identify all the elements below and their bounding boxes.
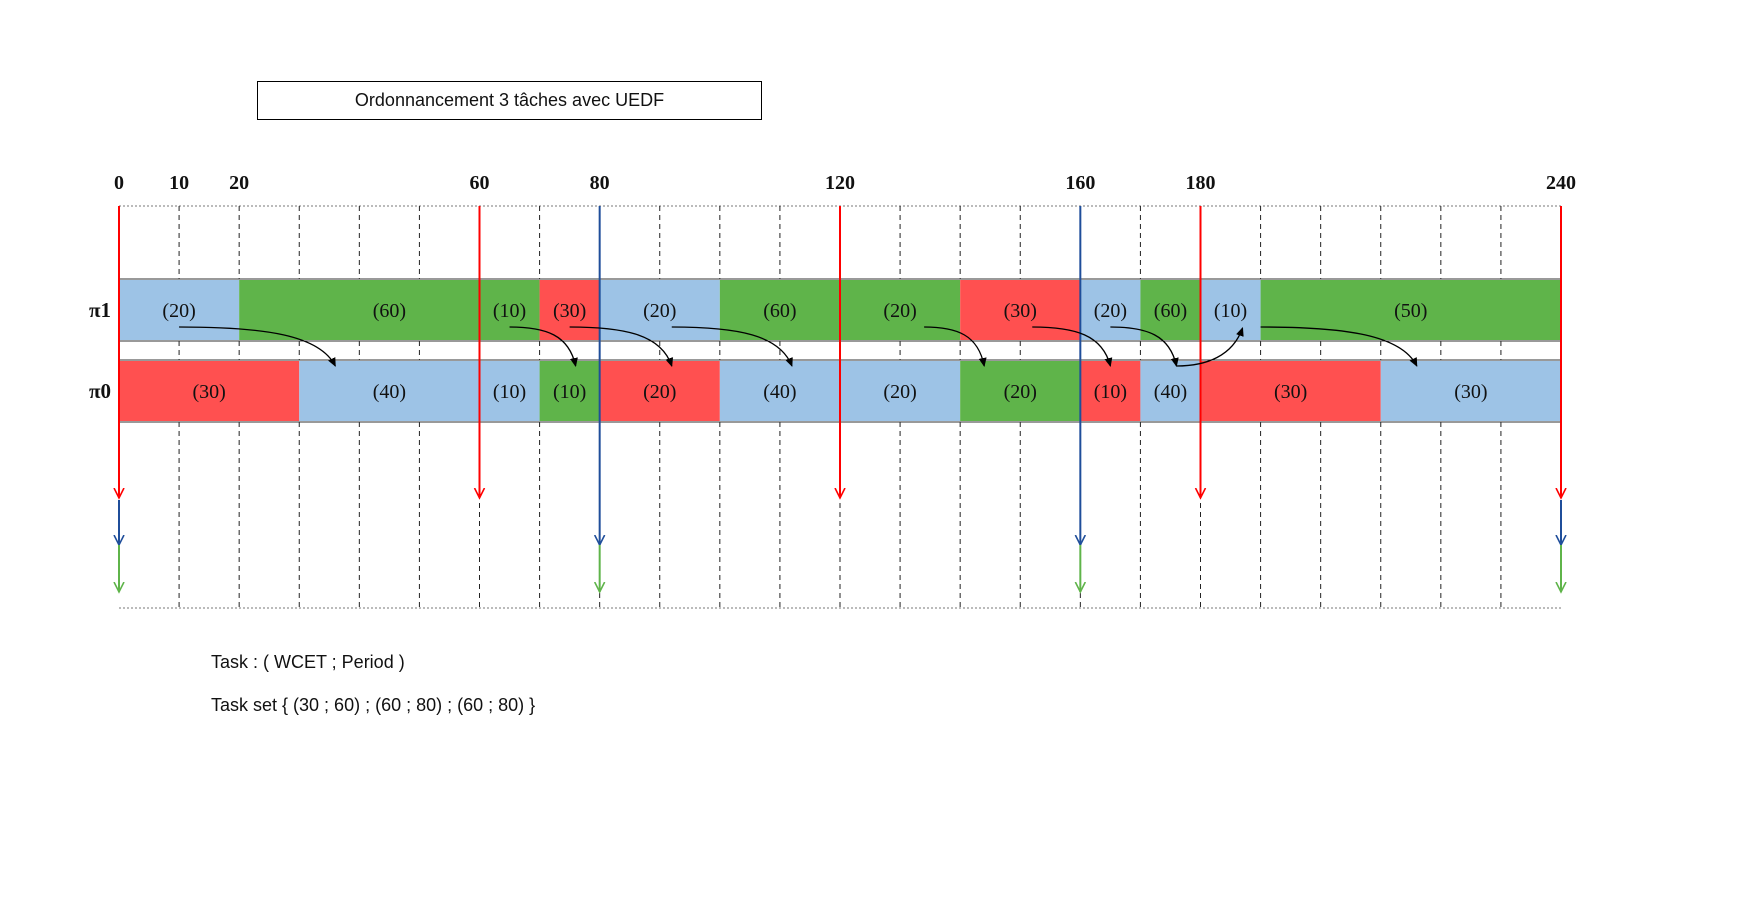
segment-label: (10) <box>1094 381 1127 403</box>
migration-arrow <box>924 326 987 367</box>
segment-label: (20) <box>643 300 676 322</box>
segment-label: (40) <box>1154 381 1187 403</box>
segment-label: (50) <box>1394 300 1427 322</box>
task-segment <box>1200 361 1381 421</box>
segment-label: (30) <box>1274 381 1307 403</box>
segment-label: (10) <box>553 381 586 403</box>
segment-label: (40) <box>763 381 796 403</box>
processor-label: π1 <box>89 298 111 322</box>
time-tick-label: 60 <box>470 172 490 194</box>
migration-arrow <box>671 326 793 367</box>
task-segment <box>479 280 540 340</box>
task-segment <box>719 280 840 340</box>
segment-label: (20) <box>1094 300 1127 322</box>
segment-label: (40) <box>373 381 406 403</box>
time-tick-label: 160 <box>1065 172 1095 194</box>
task-segment <box>539 280 600 340</box>
migration-arrow <box>569 326 674 367</box>
segment-label: (60) <box>373 300 406 322</box>
time-tick-label: 80 <box>590 172 610 194</box>
segment-label: (10) <box>493 381 526 403</box>
processor-label: π0 <box>89 379 111 403</box>
migration-arrow <box>1032 326 1113 367</box>
segment-label: (10) <box>493 300 526 322</box>
task-segment <box>299 361 480 421</box>
task-segment <box>719 361 840 421</box>
segment-label: (20) <box>162 300 195 322</box>
segment-label: (20) <box>883 300 916 322</box>
task-segment <box>539 361 600 421</box>
task-segment <box>1380 361 1561 421</box>
time-tick-label: 240 <box>1546 172 1576 194</box>
migration-arrow <box>179 326 336 367</box>
time-tick-label: 10 <box>169 172 189 194</box>
task-segment <box>1140 280 1201 340</box>
segment-label: (30) <box>553 300 586 322</box>
task-segment <box>960 280 1081 340</box>
segment-label: (20) <box>1004 381 1037 403</box>
task-segment <box>599 361 720 421</box>
segment-label: (30) <box>192 381 225 403</box>
task-segment <box>840 361 961 421</box>
segment-label: (60) <box>1154 300 1187 322</box>
diagram-title: Ordonnancement 3 tâches avec UEDF <box>257 81 762 120</box>
migration-arrow <box>509 326 578 367</box>
migration-arrow <box>1176 327 1244 367</box>
task-segment <box>119 280 240 340</box>
task-segment <box>1260 280 1561 340</box>
legend-task-format: Task : ( WCET ; Period ) <box>211 652 405 672</box>
migration-arrow <box>1110 326 1179 367</box>
task-segment <box>840 280 961 340</box>
segment-label: (30) <box>1454 381 1487 403</box>
time-tick-label: 120 <box>825 172 855 194</box>
task-segment <box>1080 361 1141 421</box>
segment-label: (20) <box>883 381 916 403</box>
segment-label: (60) <box>763 300 796 322</box>
task-segment <box>119 361 300 421</box>
segment-label: (20) <box>643 381 676 403</box>
time-tick-label: 20 <box>229 172 249 194</box>
time-tick-label: 180 <box>1186 172 1216 194</box>
task-segment <box>1080 280 1141 340</box>
task-segment <box>1200 280 1261 340</box>
segment-label: (10) <box>1214 300 1247 322</box>
time-tick-label: 0 <box>114 172 124 194</box>
task-segment <box>960 361 1081 421</box>
legend-task-set: Task set { (30 ; 60) ; (60 ; 80) ; (60 ;… <box>211 695 536 715</box>
task-segment <box>479 361 540 421</box>
task-segment <box>1140 361 1201 421</box>
migration-arrow <box>1260 326 1418 367</box>
segment-label: (30) <box>1004 300 1037 322</box>
